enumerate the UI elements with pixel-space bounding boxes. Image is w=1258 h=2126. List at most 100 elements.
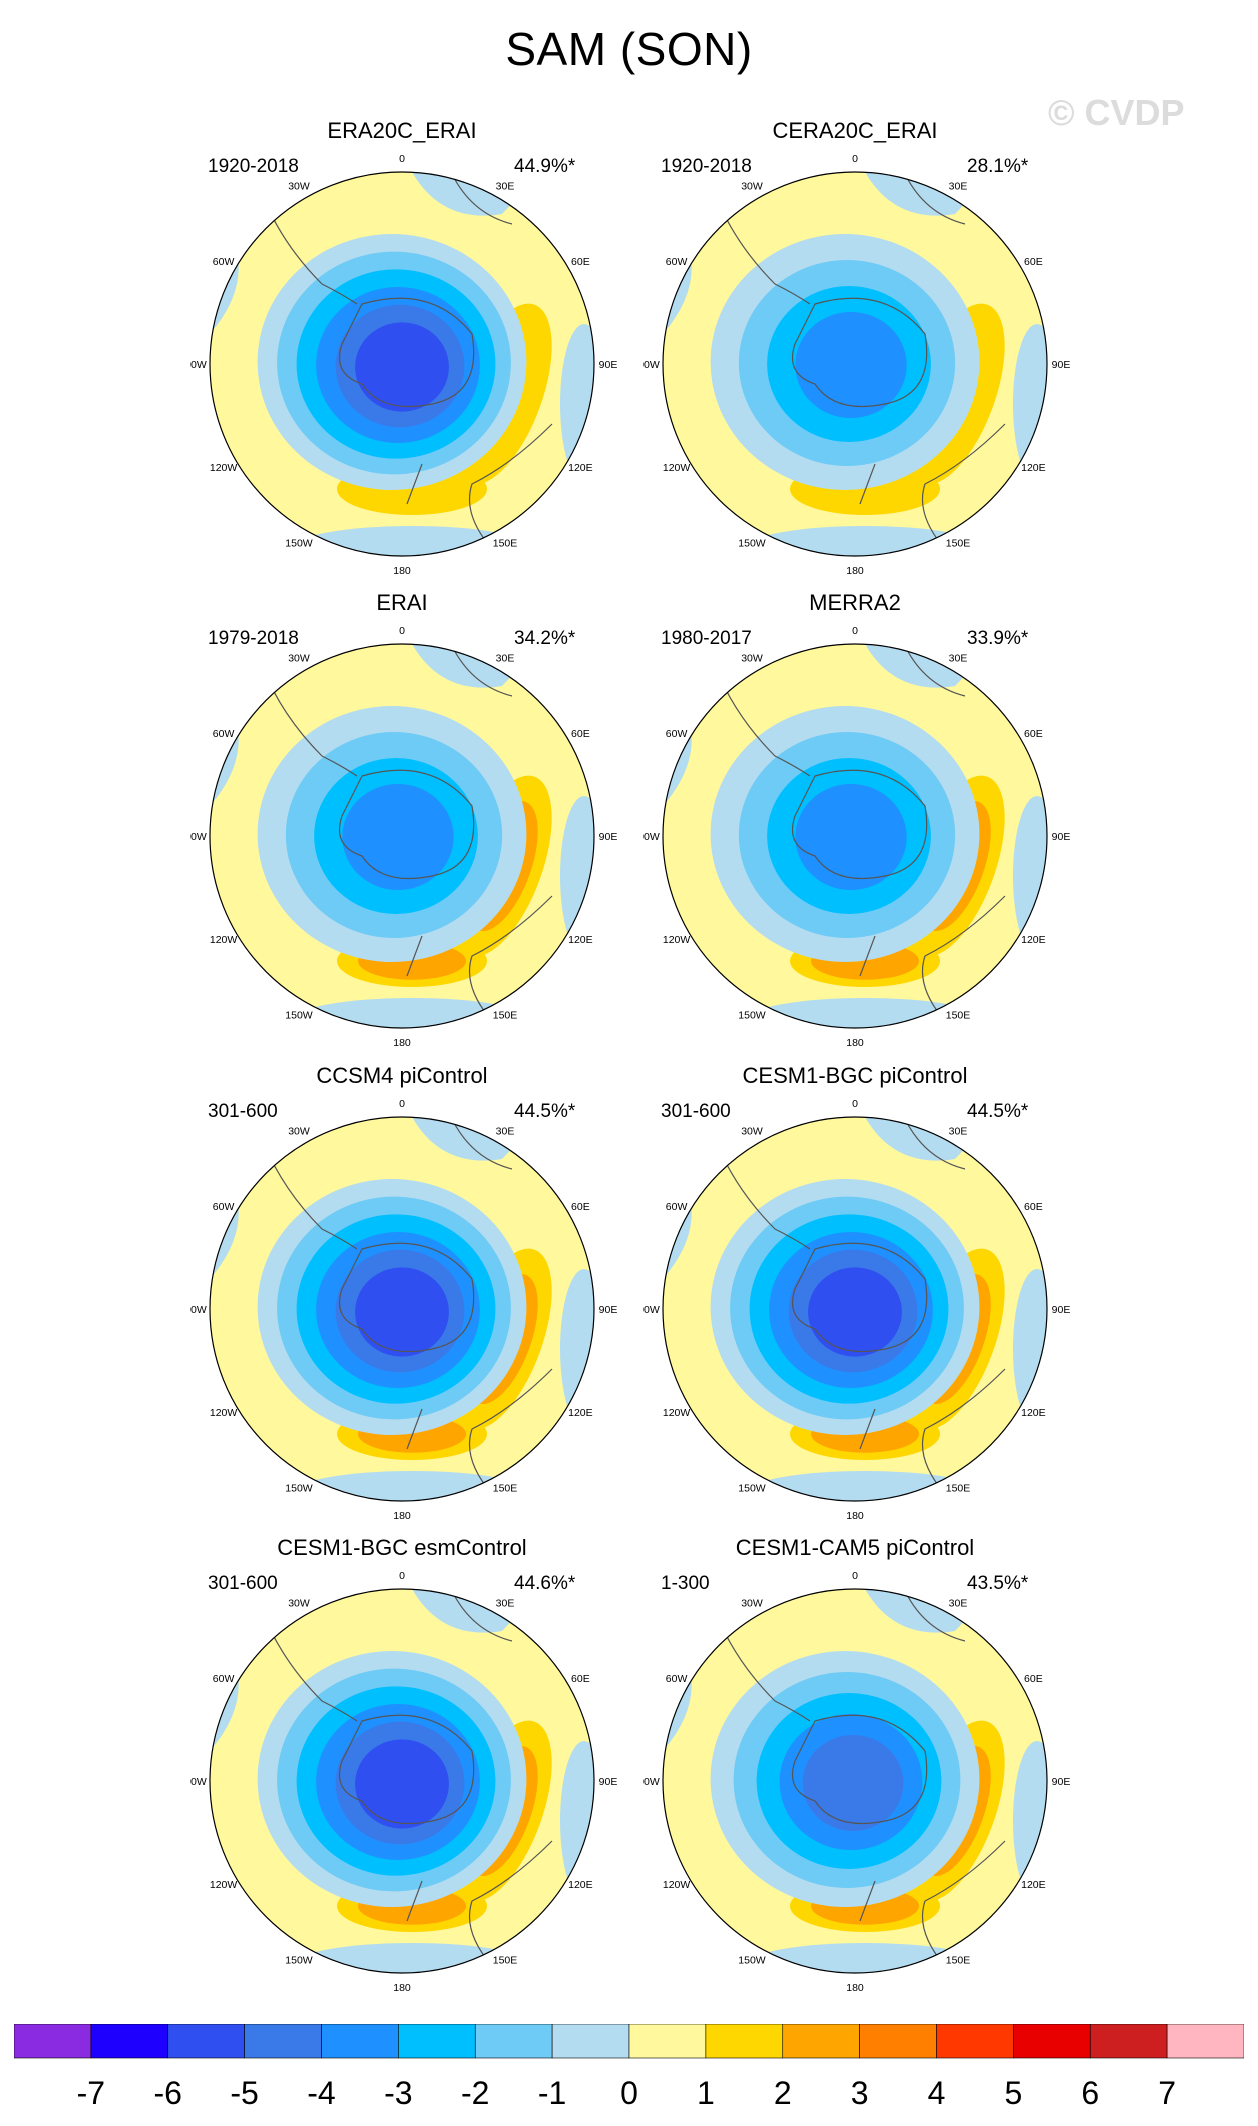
- australia-coastline: [921, 1840, 1006, 1967]
- longitude-label: 0: [399, 1098, 405, 1110]
- longitude-label: 180: [393, 1037, 411, 1049]
- longitude-label: 30E: [949, 1598, 968, 1610]
- map-panel: 0 30E 60E 90E 120E 150E 180 150W 120W 90W 60W 30W CE…: [643, 1535, 1093, 1995]
- longitude-label: 90W: [643, 1304, 660, 1316]
- contour-field: [210, 1589, 594, 1973]
- colorbar-label: -1: [538, 2075, 566, 2111]
- longitude-label: 60W: [213, 728, 235, 740]
- contour-fill: [560, 1269, 594, 1429]
- map-border: [662, 1116, 1048, 1502]
- longitude-label: 90W: [643, 359, 660, 371]
- longitude-label: 150E: [946, 1954, 971, 1966]
- longitude-label: 90E: [1052, 831, 1071, 843]
- map-border: [662, 643, 1048, 1029]
- longitude-label: 120W: [663, 462, 691, 474]
- colorbar-swatch: [1089, 2024, 1168, 2059]
- longitude-label: 30W: [741, 653, 763, 665]
- map-panel: 0 30E 60E 90E 120E 150E 180 150W 120W 90W 60W 30W ME…: [643, 590, 1093, 1050]
- longitude-label: 180: [846, 565, 864, 577]
- africa-coastline: [451, 1590, 513, 1642]
- contour-field: [663, 172, 1047, 556]
- longitude-label: 30E: [496, 181, 515, 193]
- longitude-label: 150E: [946, 537, 971, 549]
- longitude-label: 30E: [949, 181, 968, 193]
- longitude-label: 0: [399, 153, 405, 165]
- longitude-label: 150W: [285, 1482, 313, 1494]
- colorbar-label: 0: [620, 2075, 638, 2111]
- colorbar-label: 1: [697, 2075, 715, 2111]
- colorbar-swatch: [90, 2024, 169, 2059]
- longitude-label: 90W: [190, 1304, 207, 1316]
- antarctica-coastline: [338, 1242, 475, 1352]
- contour-fill: [745, 1943, 985, 1973]
- longitude-label: 60W: [213, 256, 235, 268]
- panel-period: 1-300: [661, 1573, 710, 1594]
- longitude-label: 150W: [738, 1482, 766, 1494]
- polar-map: 0 30E 60E 90E 120E 150E 180 150W 120W 90W 60W 30W: [190, 625, 617, 1049]
- contour-fill: [745, 998, 985, 1028]
- panel-variance-explained: 44.5%*: [514, 1101, 576, 1122]
- contour-fill: [560, 324, 594, 484]
- new-zealand-coastline: [406, 1880, 423, 1922]
- antarctica-coastline: [338, 1714, 475, 1824]
- longitude-label: 120E: [1021, 462, 1046, 474]
- longitude-label: 0: [852, 153, 858, 165]
- panel-period: 301-600: [661, 1101, 731, 1122]
- panel-variance-explained: 34.2%*: [514, 628, 576, 649]
- panel-title: ERA20C_ERAI: [327, 118, 477, 143]
- polar-map: 0 30E 60E 90E 120E 150E 180 150W 120W 90W 60W 30W: [190, 1098, 617, 1522]
- longitude-label: 150W: [285, 1954, 313, 1966]
- contour-fill: [292, 526, 532, 556]
- panel-title: ERAI: [376, 590, 428, 615]
- colorbar-swatch: [782, 2024, 860, 2059]
- longitude-label: 120W: [663, 1407, 691, 1419]
- contour-fill: [292, 1471, 532, 1501]
- polar-map: 0 30E 60E 90E 120E 150E 180 150W 120W 90W 60W 30W: [643, 153, 1070, 577]
- longitude-label: 120E: [1021, 934, 1046, 946]
- new-zealand-coastline: [406, 935, 423, 977]
- africa-coastline: [904, 173, 966, 225]
- map-panel: 0 30E 60E 90E 120E 150E 180 150W 120W 90W 60W 30W CE…: [643, 1063, 1093, 1523]
- australia-coastline: [921, 895, 1006, 1022]
- antarctica-coastline: [338, 769, 475, 880]
- panel-period: 301-600: [208, 1101, 278, 1122]
- polar-map: 0 30E 60E 90E 120E 150E 180 150W 120W 90W 60W 30W: [643, 1098, 1070, 1522]
- longitude-label: 90W: [190, 1776, 207, 1788]
- longitude-label: 60W: [666, 1673, 688, 1685]
- longitude-label: 60W: [666, 728, 688, 740]
- longitude-label: 30E: [496, 1126, 515, 1138]
- colorbar-swatch: [474, 2024, 553, 2059]
- colorbar-label: 7: [1158, 2075, 1176, 2111]
- antarctica-coastline: [791, 297, 928, 408]
- colorbar-swatch: [398, 2024, 476, 2059]
- longitude-label: 30W: [741, 1598, 763, 1610]
- antarctica-coastline: [791, 769, 928, 880]
- longitude-label: 60E: [1024, 256, 1043, 268]
- colorbar-label: 2: [774, 2075, 792, 2111]
- longitude-label: 150W: [738, 537, 766, 549]
- antarctica-coastline: [791, 1242, 928, 1352]
- longitude-label: 150E: [946, 1009, 971, 1021]
- longitude-label: 150W: [285, 537, 313, 549]
- longitude-label: 0: [852, 625, 858, 637]
- longitude-label: 30E: [949, 653, 968, 665]
- colorbar-label: 3: [851, 2075, 869, 2111]
- longitude-label: 60W: [213, 1673, 235, 1685]
- contour-fill: [745, 1471, 985, 1501]
- new-zealand-coastline: [859, 1408, 876, 1450]
- contour-fill: [795, 312, 907, 418]
- colorbar-label: 5: [1004, 2075, 1022, 2111]
- contour-field: [663, 1117, 1047, 1501]
- longitude-label: 120E: [568, 462, 593, 474]
- longitude-label: 60E: [1024, 1201, 1043, 1213]
- longitude-label: 60E: [571, 1673, 590, 1685]
- australia-coastline: [468, 1840, 553, 1967]
- map-border: [662, 1588, 1048, 1974]
- panel-variance-explained: 33.9%*: [967, 628, 1029, 649]
- australia-coastline: [468, 423, 553, 550]
- panel-variance-explained: 43.5%*: [967, 1573, 1029, 1594]
- africa-coastline: [904, 1118, 966, 1170]
- colorbar-label: 6: [1081, 2075, 1099, 2111]
- longitude-label: 60E: [571, 728, 590, 740]
- longitude-label: 180: [846, 1510, 864, 1522]
